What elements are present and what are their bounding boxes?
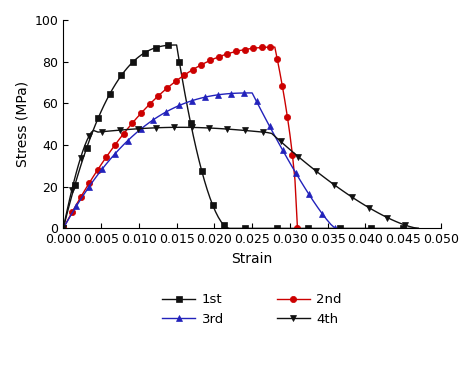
3rd: [232, 91, 238, 95]
1st: [95, 116, 101, 121]
2nd: [125, 126, 131, 131]
3rd: [95, 172, 100, 177]
4th: [224, 127, 230, 131]
Line: 3rd: 3rd: [60, 90, 338, 231]
1st: [75, 173, 81, 177]
2nd: [86, 181, 92, 186]
3rd: [172, 105, 178, 110]
2nd: [190, 67, 196, 72]
1st: [416, 226, 421, 231]
1st: [242, 226, 248, 231]
Y-axis label: Stress (MPa): Stress (MPa): [15, 81, 29, 167]
2nd: [272, 45, 278, 49]
4th: [140, 126, 146, 131]
4th: [260, 130, 265, 134]
2nd: [69, 210, 75, 215]
4th: [135, 126, 141, 131]
1st: [174, 43, 180, 47]
3rd: [249, 90, 255, 95]
2nd: [242, 47, 247, 52]
4th: [175, 125, 181, 130]
1st: [61, 226, 66, 231]
1st: [204, 187, 210, 192]
2nd: [99, 161, 105, 166]
4th: [393, 219, 399, 224]
2nd: [61, 226, 66, 231]
Line: 2nd: 2nd: [60, 44, 301, 231]
4th: [416, 226, 421, 231]
1st: [282, 226, 287, 231]
1st: [110, 87, 116, 91]
2nd: [295, 226, 301, 231]
Line: 1st: 1st: [60, 42, 421, 231]
3rd: [210, 93, 216, 98]
Line: 4th: 4th: [60, 124, 421, 231]
3rd: [193, 97, 199, 102]
3rd: [332, 226, 338, 231]
3rd: [61, 226, 66, 231]
Legend: 1st, 3rd, 2nd, 4th: 1st, 3rd, 2nd, 4th: [162, 293, 342, 326]
4th: [65, 206, 71, 211]
3rd: [237, 91, 242, 95]
X-axis label: Strain: Strain: [231, 252, 273, 266]
4th: [61, 226, 66, 231]
